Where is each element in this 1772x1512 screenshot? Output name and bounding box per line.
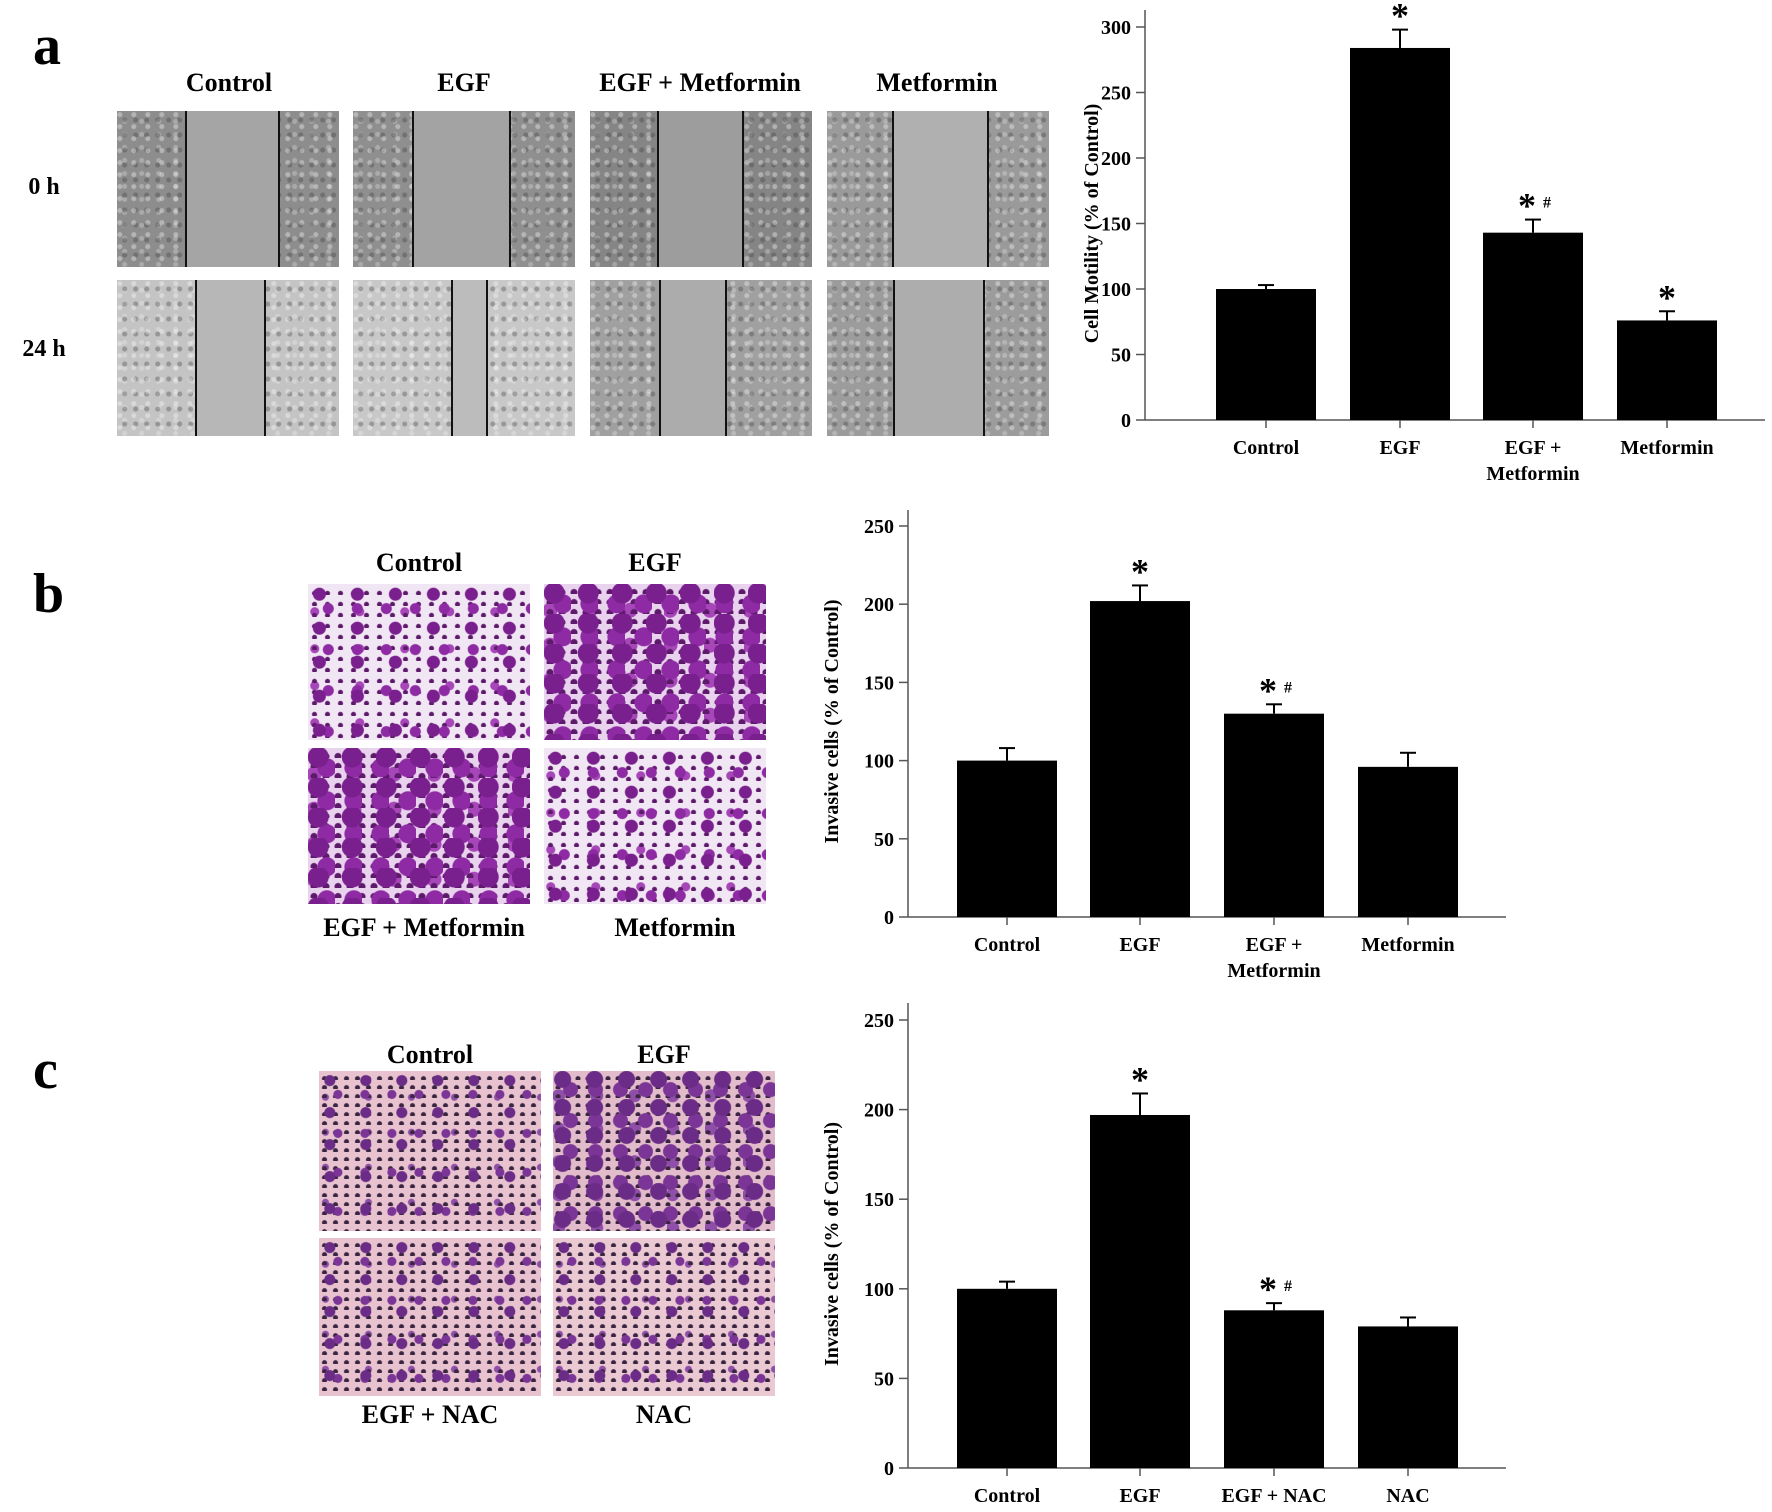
bar-nac	[1358, 1326, 1458, 1468]
y-tick-label: 200	[1101, 148, 1131, 170]
x-category-label-control: Control	[974, 1485, 1041, 1507]
invasion-image-egf-metformin-b	[308, 748, 530, 904]
significance-star-metformin: *	[1658, 277, 1676, 317]
x-category-label-control: Control	[974, 934, 1041, 956]
bar-control	[957, 760, 1057, 917]
significance-star-egf: *	[1131, 1059, 1149, 1099]
y-tick-label: 300	[1101, 17, 1131, 39]
column-label-egf: EGF	[437, 68, 491, 97]
x-category-label-metformin: Metformin	[1361, 934, 1454, 956]
y-tick-label: 150	[1101, 214, 1131, 236]
row-label-0h: 0 h	[28, 174, 60, 200]
image-label-nac-c: NAC	[635, 1400, 693, 1429]
y-tick-label: 250	[1101, 83, 1131, 105]
x-category-label-egf-metformin: Metformin	[1227, 960, 1320, 982]
significance-star-egf-nac: *	[1259, 1269, 1277, 1309]
image-label-metformin-b: Metformin	[614, 913, 736, 942]
scratch-image-egf-0h	[353, 111, 575, 267]
y-axis-title: Invasive cells (% of Control)	[821, 1122, 843, 1366]
y-tick-label: 250	[864, 516, 894, 538]
x-category-label-egf: EGF	[1379, 437, 1420, 459]
invasion-image-metformin-b	[544, 748, 766, 904]
significance-hash-egf-nac: #	[1284, 1278, 1292, 1295]
chart-a: 0 50 100 150 200 250 300 Cell Motility (% of Co…	[1081, 0, 1765, 485]
significance-star-egf: *	[1391, 0, 1409, 36]
panel-letter-b: b	[33, 563, 65, 625]
bar-egf-metformin	[1224, 713, 1324, 917]
scratch-image-metformin-0h	[827, 111, 1049, 267]
column-label-control: Control	[185, 68, 273, 97]
chart-b: 0 50 100 150 200 250 Invasive cells (% of Cont…	[821, 510, 1506, 982]
invasion-image-egf-b	[544, 584, 766, 740]
invasion-image-egf-c	[553, 1071, 775, 1231]
y-tick-label: 0	[884, 907, 894, 929]
image-label-egf-metformin-b: EGF + Metformin	[323, 913, 525, 942]
invasion-image-control-c	[319, 1071, 541, 1231]
bar-egf	[1350, 47, 1450, 421]
y-tick-label: 250	[864, 1010, 894, 1032]
image-label-control-c: Control	[386, 1040, 474, 1069]
bar-egf-nac	[1224, 1310, 1324, 1468]
column-label-metformin: Metformin	[876, 68, 998, 97]
panel-letter-a: a	[33, 15, 61, 77]
bar-egf	[1090, 601, 1190, 917]
bar-egf	[1090, 1114, 1190, 1468]
x-category-label-egf-nac: EGF + NAC	[1221, 1485, 1326, 1507]
invasion-image-control-b	[308, 584, 530, 740]
y-tick-label: 50	[1111, 345, 1131, 367]
image-label-egf-c: EGF	[637, 1040, 691, 1069]
x-category-label-egf-metformin: EGF +	[1505, 437, 1562, 459]
x-category-label-egf-metformin: Metformin	[1486, 463, 1579, 485]
x-category-label-metformin: Metformin	[1620, 437, 1713, 459]
bar-metformin	[1358, 766, 1458, 917]
chart-c: 0 50 100 150 200 250 Invasive cells (% of Cont…	[821, 1003, 1506, 1507]
bar-metformin	[1617, 320, 1717, 420]
panel-letter-c: c	[33, 1039, 58, 1101]
y-tick-label: 150	[864, 1189, 894, 1211]
y-tick-label: 50	[874, 1368, 894, 1390]
y-tick-label: 50	[874, 829, 894, 851]
y-axis-title: Invasive cells (% of Control)	[821, 599, 843, 843]
invasion-image-egf-nac-c	[319, 1238, 541, 1396]
image-label-egf-b: EGF	[628, 548, 682, 577]
bar-control	[1216, 289, 1316, 420]
x-category-label-egf: EGF	[1119, 934, 1160, 956]
x-category-label-egf: EGF	[1119, 1485, 1160, 1507]
y-tick-label: 100	[1101, 279, 1131, 301]
x-category-label-control: Control	[1233, 437, 1300, 459]
bar-egf-metformin	[1483, 232, 1583, 420]
significance-hash-egf-metformin: #	[1543, 195, 1551, 212]
scratch-image-metformin-24h	[827, 280, 1049, 436]
column-label-egf-metformin: EGF + Metformin	[599, 68, 801, 97]
scratch-image-control-0h	[117, 111, 339, 267]
x-category-label-nac: NAC	[1386, 1485, 1429, 1507]
scratch-image-egf-metformin-0h	[590, 111, 812, 267]
scratch-image-control-24h	[117, 280, 339, 436]
y-tick-label: 100	[864, 751, 894, 773]
x-category-label-egf-metformin: EGF +	[1246, 934, 1303, 956]
invasion-image-nac-c	[553, 1238, 775, 1396]
significance-star-egf-metformin: *	[1259, 670, 1277, 710]
y-axis-title: Cell Motility (% of Control)	[1081, 104, 1103, 344]
significance-star-egf-metformin: *	[1518, 186, 1536, 226]
y-tick-label: 150	[864, 672, 894, 694]
significance-hash-egf-metformin: #	[1284, 679, 1292, 696]
scratch-image-egf-24h	[353, 280, 575, 436]
row-label-24h: 24 h	[22, 336, 66, 362]
scratch-image-egf-metformin-24h	[590, 280, 812, 436]
bar-control	[957, 1288, 1057, 1468]
y-tick-label: 0	[1121, 410, 1131, 432]
y-tick-label: 0	[884, 1458, 894, 1480]
image-label-egf-nac-c: EGF + NAC	[361, 1400, 499, 1429]
image-label-control-b: Control	[375, 548, 463, 577]
y-tick-label: 200	[864, 1100, 894, 1122]
y-tick-label: 200	[864, 594, 894, 616]
significance-star-egf: *	[1131, 551, 1149, 591]
y-tick-label: 100	[864, 1279, 894, 1301]
